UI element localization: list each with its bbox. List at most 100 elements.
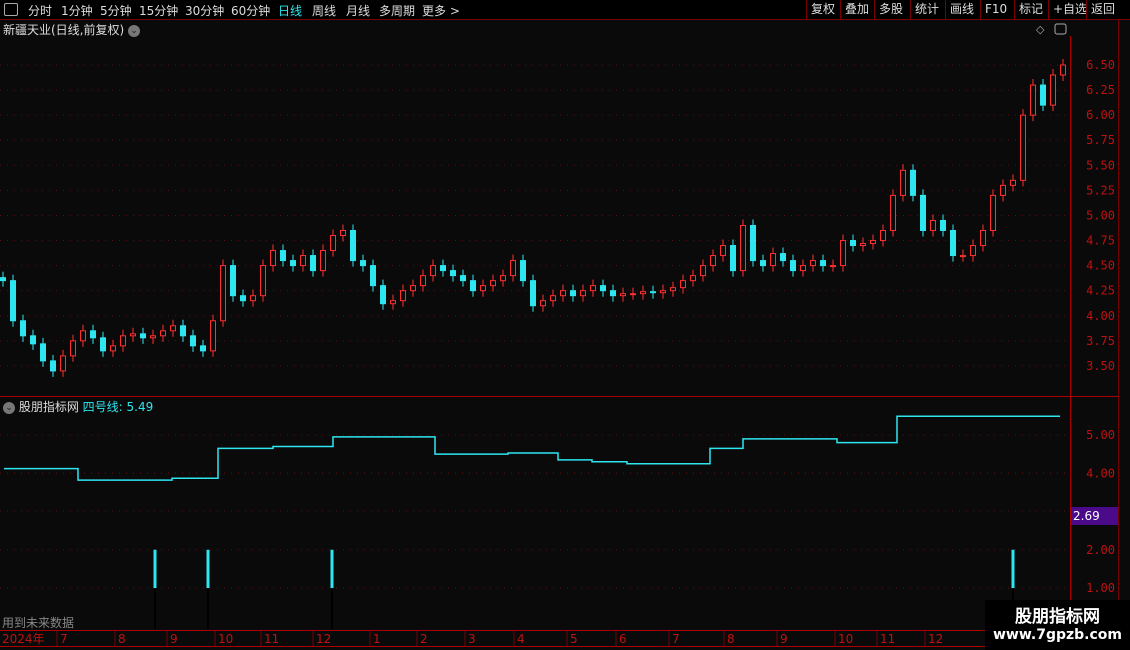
candle-body — [950, 229, 956, 257]
candle-body — [770, 253, 776, 267]
candle-body — [410, 285, 416, 292]
y-tick-label: 6.25 — [1086, 83, 1115, 97]
tab-period[interactable]: 30分钟 — [185, 4, 225, 18]
candle-body — [60, 355, 66, 372]
candle-body — [670, 287, 676, 292]
x-tick-label: 9 — [170, 632, 178, 646]
candle-body — [1000, 184, 1006, 196]
candle-body — [730, 245, 736, 272]
toolbar-button[interactable]: 返回 — [1086, 0, 1119, 19]
candle-body — [530, 280, 536, 307]
toolbar-button[interactable]: +自选 — [1048, 0, 1091, 19]
tab-period[interactable]: 更多 > — [422, 4, 460, 18]
chevron-down-icon[interactable]: ⌄ — [128, 24, 141, 37]
y-tick-label: 5.75 — [1086, 133, 1115, 147]
candle-body — [210, 320, 216, 352]
x-tick-label: 8 — [118, 632, 126, 646]
y-tick-label: 5.50 — [1086, 158, 1115, 172]
candle-body — [160, 330, 166, 337]
candle-body — [310, 255, 316, 272]
candle-body — [100, 337, 106, 352]
candle-body — [40, 343, 46, 362]
toolbar-button[interactable]: F10 — [980, 0, 1011, 19]
toolbar-button[interactable]: 复权 — [806, 0, 839, 19]
future-data-note: 用到未来数据 — [2, 616, 75, 630]
y-tick-label: 4.50 — [1086, 259, 1115, 273]
candle-body — [570, 290, 576, 297]
toolbar-button[interactable]: 画线 — [945, 0, 978, 19]
side-panel — [1118, 20, 1130, 640]
candle-body — [430, 265, 436, 277]
candle-body — [970, 245, 976, 257]
panel-toggle-icon — [1054, 23, 1067, 35]
candle-body — [780, 253, 786, 262]
x-tick-label: 11 — [880, 632, 895, 646]
candle-body — [280, 250, 286, 262]
candle-body — [480, 285, 486, 292]
y-tick-label: 6.50 — [1086, 58, 1115, 72]
candle-body — [860, 243, 866, 247]
y-tick-label: 3.75 — [1086, 334, 1115, 348]
candle-body — [710, 255, 716, 267]
x-tick-label: 2024年 — [2, 632, 45, 646]
candle-body — [190, 335, 196, 347]
x-tick-label: 7 — [60, 632, 68, 646]
tab-period[interactable]: 日线 — [278, 4, 303, 18]
indicator-title: ⌄ 股朋指标网 四号线: 5.49 — [3, 398, 153, 415]
stock-title: 新疆天业(日线,前复权) ⌄ — [3, 21, 141, 38]
candle-body — [940, 219, 946, 231]
candle-body — [690, 275, 696, 282]
candle-body — [460, 275, 466, 282]
toolbar-button[interactable]: 叠加 — [840, 0, 873, 19]
candle-body — [910, 169, 916, 196]
step-line-series — [4, 415, 1060, 481]
candle-body — [20, 320, 26, 337]
tab-period[interactable]: 周线 — [312, 4, 337, 18]
tab-period[interactable]: 月线 — [346, 4, 371, 18]
candle-body — [640, 291, 646, 295]
x-tick-label: 3 — [468, 632, 476, 646]
candle-body — [510, 260, 516, 277]
tab-period[interactable]: 5分钟 — [100, 4, 132, 18]
tab-period[interactable]: 60分钟 — [231, 4, 271, 18]
toolbar-button[interactable]: 多股 — [874, 0, 907, 19]
toolbar-button[interactable]: 标记 — [1014, 0, 1047, 19]
y-tick-label: 4.00 — [1086, 466, 1115, 480]
tab-period[interactable]: 多周期 — [379, 4, 416, 18]
candle-body — [440, 265, 446, 272]
tab-period[interactable]: 分时 — [28, 4, 53, 18]
candle-body — [320, 250, 326, 272]
y-tick-label: 3.50 — [1086, 359, 1115, 373]
candle-body — [560, 290, 566, 297]
candle-body — [960, 255, 966, 258]
y-tick-label: 5.25 — [1086, 183, 1115, 197]
candle-body — [1020, 114, 1026, 181]
x-tick-label: 5 — [570, 632, 578, 646]
candle-body — [620, 293, 626, 297]
candle-body — [0, 277, 6, 282]
toolbar-button[interactable]: 统计 — [910, 0, 943, 19]
chevron-down-icon[interactable]: ⌄ — [3, 401, 15, 414]
candle-body — [70, 340, 76, 357]
y-tick-label: 6.00 — [1086, 108, 1115, 122]
candle-body — [610, 290, 616, 297]
tab-period[interactable]: 15分钟 — [139, 4, 179, 18]
candle-body — [600, 285, 606, 292]
candle-body — [90, 330, 96, 339]
x-tick-label: 12 — [928, 632, 943, 646]
layout-toggle-icon[interactable] — [4, 3, 18, 16]
candle-body — [150, 335, 156, 339]
candle-body — [740, 224, 746, 272]
signal-bar — [153, 549, 157, 588]
x-tick-label: 9 — [780, 632, 788, 646]
candle-body — [180, 325, 186, 337]
y-tick-label: 4.00 — [1086, 309, 1115, 323]
x-tick-label: 1 — [373, 632, 381, 646]
candle-body — [990, 194, 996, 231]
candle-body — [250, 295, 256, 302]
tab-period[interactable]: 1分钟 — [61, 4, 93, 18]
candle-body — [790, 260, 796, 272]
candle-body — [500, 275, 506, 282]
candle-body — [800, 265, 806, 272]
